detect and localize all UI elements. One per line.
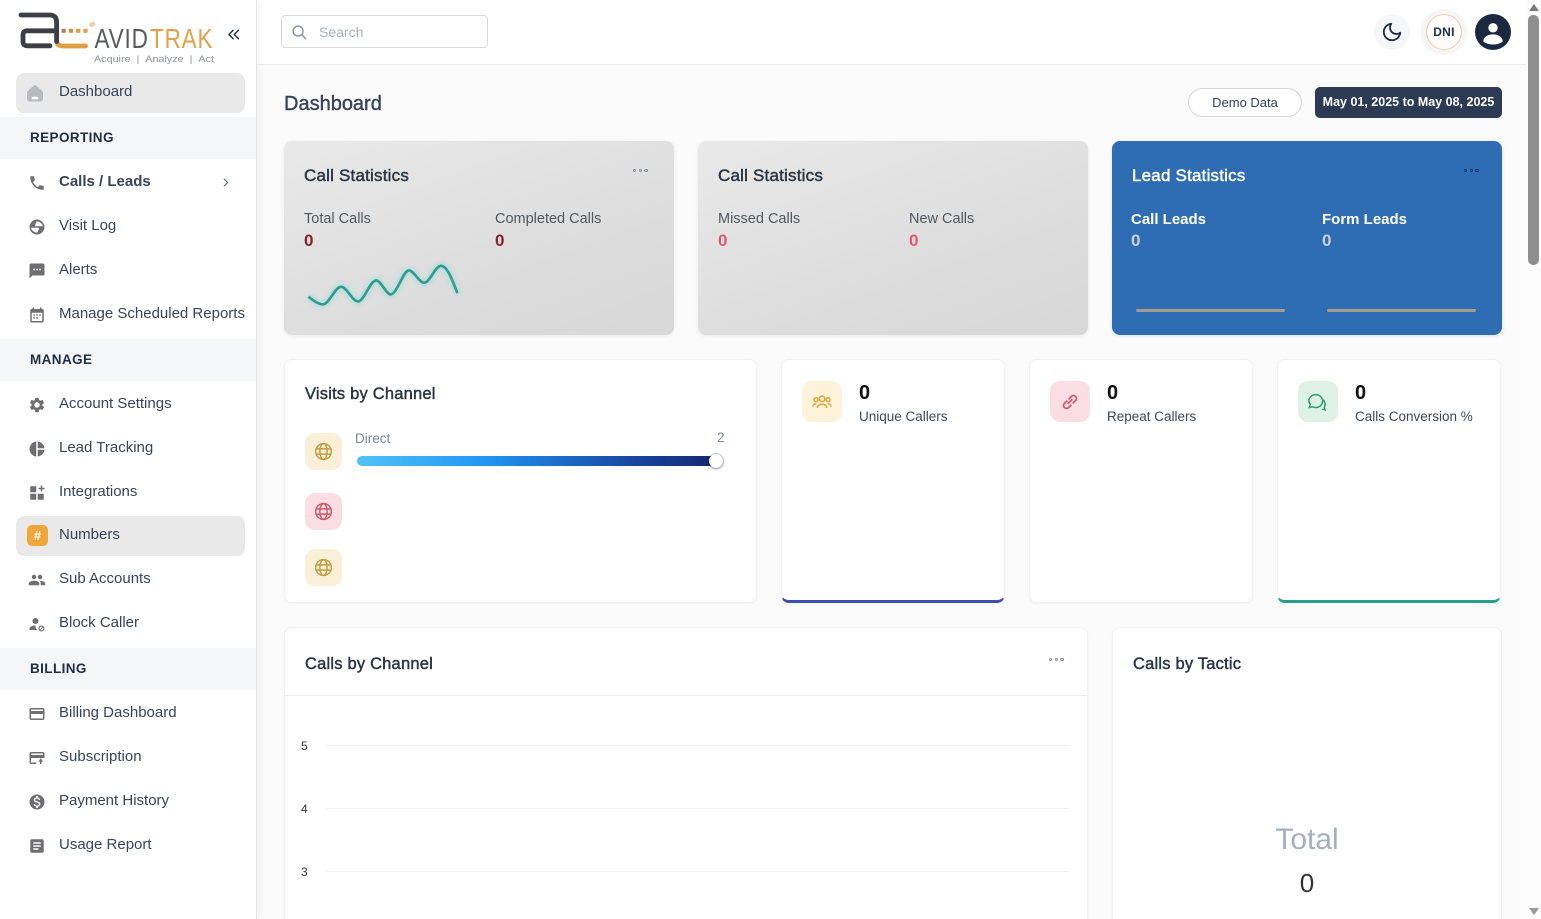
- svg-text:Acquire | Analyze | Act: Acquire | Analyze | Act: [94, 54, 214, 65]
- svg-text:TRAK: TRAK: [150, 24, 213, 55]
- svg-text:AVID: AVID: [95, 24, 149, 55]
